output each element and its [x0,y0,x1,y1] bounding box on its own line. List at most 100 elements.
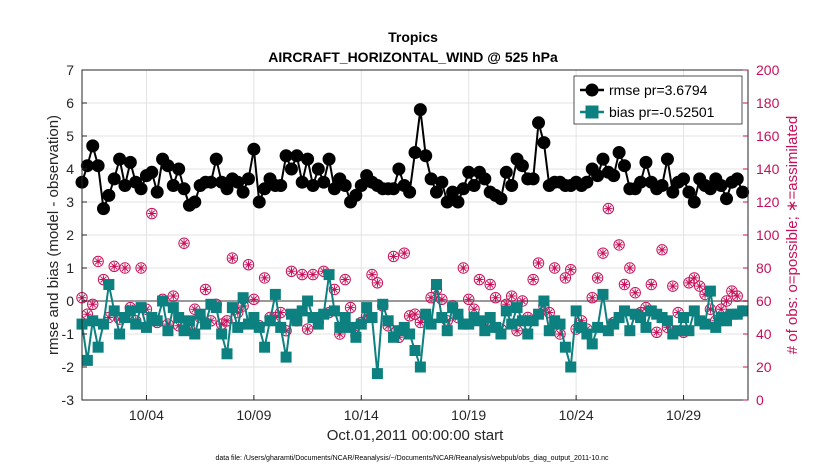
obs-possible-marker [586,292,598,304]
rmse-point [204,175,218,189]
obs-assimilated-marker [620,280,629,289]
obs-assimilated-marker [733,291,742,301]
obs-possible-marker [366,268,378,281]
legend: rmse pr=3.6794 bias pr=-0.52501 [573,75,743,125]
obs-assimilated-marker [260,273,269,283]
rmse-point [677,172,691,186]
rmse-point [467,179,481,192]
bias-point [140,321,152,333]
rmse-point [322,152,336,166]
rmse-point [274,179,288,192]
obs-series [76,202,749,343]
rmse-point [118,179,132,192]
rmse-point [451,195,465,209]
right-y-tick-label: 200 [756,62,780,78]
obs-possible-marker [371,277,384,289]
obs-assimilated-marker [507,291,516,301]
bias-point [570,305,582,317]
obs-assimilated-marker [550,263,559,273]
bias-point [624,325,636,337]
bias-point [554,318,566,330]
obs-possible-marker [489,292,502,304]
obs-assimilated-marker [577,316,586,325]
obs-possible-marker [328,283,341,296]
rmse-point [429,185,443,199]
obs-assimilated-marker [426,293,436,302]
bias-point [232,321,244,333]
obs-assimilated-marker [485,280,495,289]
bias-series [76,269,749,380]
rmse-point [537,136,551,150]
bias-point [124,305,136,317]
obs-assimilated-marker [287,267,296,276]
bias-point [108,305,120,317]
obs-assimilated-marker [340,275,350,284]
bias-point [661,315,673,327]
obs-possible-marker [226,252,239,264]
rmse-point [166,179,180,192]
bias-point [366,312,378,323]
x-tick-label: 10/14 [344,407,379,423]
bias-point [81,354,93,366]
bias-point [323,269,335,281]
rmse-point [392,162,406,176]
rmse-point [145,165,159,179]
bias-point [334,321,346,333]
obs-possible-marker [425,292,437,304]
obs-possible-marker [199,283,212,296]
legend-bias-marker [585,105,599,119]
bias-point [538,295,550,307]
obs-possible-marker [505,290,518,302]
obs-assimilated-marker [346,303,355,312]
bias-point [516,315,528,327]
rmse-point [596,152,610,166]
obs-possible-marker [559,272,572,284]
rmse-point [682,185,696,199]
obs-assimilated-marker [561,273,570,283]
obs-assimilated-marker [276,308,285,317]
obs-possible-marker [301,323,314,335]
obs-possible-marker [613,239,625,251]
left-y-axis-label: rmse and bias (model - observation) [45,115,62,355]
bias-point [441,325,453,337]
rmse-point [91,159,105,173]
obs-assimilated-marker [652,328,661,337]
bias-point [414,361,426,373]
rmse-point [499,165,513,179]
rmse-point [736,185,750,199]
bias-point [565,361,577,373]
legend-bias-label: bias pr=-0.52501 [609,104,715,120]
obs-possible-marker [527,273,539,286]
obs-assimilated-marker [716,305,726,314]
obs-assimilated-marker [163,319,173,329]
obs-assimilated-marker [389,252,398,261]
bias-point [409,345,421,356]
rmse-point [424,172,438,186]
legend-rmse-marker [585,83,599,97]
rmse-point [247,142,261,156]
chart-subtitle: AIRCRAFT_HORIZONTAL_WIND @ 525 hPa [268,49,558,65]
rmse-point [408,146,422,159]
bias-point [618,305,630,317]
rmse-point [177,182,191,196]
rmse-point [515,159,529,173]
obs-assimilated-marker [647,280,656,289]
bias-point [318,308,330,320]
rmse-point [478,172,492,186]
right-y-tick-label: 0 [756,392,764,408]
obs-assimilated-marker [169,291,178,301]
bias-point [200,318,212,330]
obs-possible-marker [484,278,496,291]
obs-possible-marker [731,290,743,302]
bias-point [130,318,142,330]
bias-point [97,318,109,330]
left-y-tick-label: -1 [62,326,75,342]
bias-point [430,279,442,290]
bias-point [382,315,394,327]
obs-possible-marker [339,273,351,286]
bias-point [737,305,749,317]
rmse-point [107,172,121,186]
rmse-point [279,149,293,163]
rmse-point [720,192,734,206]
bias-point [533,308,545,320]
